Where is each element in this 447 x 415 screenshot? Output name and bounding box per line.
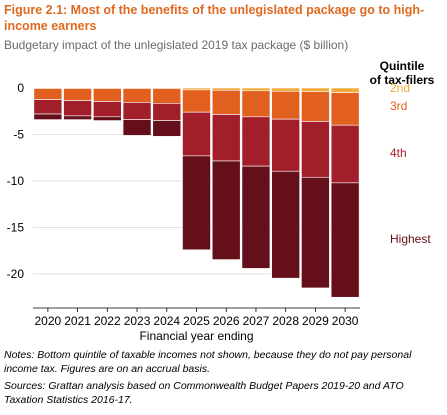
- x-axis-ticks: 2020 2021 2022 2023 2024 2025 2026 2027 2028 2029…: [35, 308, 359, 328]
- chart-sources: Sources: Grattan analysis based on Commo…: [4, 380, 404, 406]
- x-tick-label: 2021: [64, 314, 91, 328]
- y-tick-label: 0: [17, 81, 24, 95]
- bar-segment-3rd-2026: [211, 90, 241, 115]
- x-tick-label: 2029: [302, 314, 329, 328]
- bar-segment-4th-2029: [301, 121, 330, 178]
- bar-segment-4th-2030: [330, 124, 360, 184]
- bar-segment-highest-2029: [301, 176, 330, 289]
- x-tick-label: 2023: [124, 314, 151, 328]
- bar-segment-highest-2024: [152, 120, 182, 137]
- bar-segment-2nd-2026: [211, 87, 241, 91]
- bar-segment-4th-2023: [122, 102, 152, 120]
- bar-segment-3rd-2020: [33, 88, 63, 100]
- bar-segment-3rd-2025: [182, 89, 211, 113]
- bar-segment-highest-2022: [93, 116, 122, 121]
- bar-segment-2nd-2030: [330, 87, 360, 93]
- series-label-highest: Highest: [390, 232, 431, 246]
- bar-segment-4th-2022: [93, 101, 122, 118]
- x-tick-label: 2024: [153, 314, 180, 328]
- bar-segment-4th-2024: [152, 103, 182, 121]
- chart-title: Figure 2.1: Most of the benefits of the …: [4, 3, 425, 33]
- stacked-bar-chart: 0-5-10-15-20 2020 2021 2022 2023 2024 2025 202…: [7, 59, 435, 343]
- bar-segment-highest-2020: [33, 113, 63, 120]
- bar-segment-3rd-2028: [271, 90, 300, 120]
- bar-segment-3rd-2024: [152, 88, 182, 104]
- y-tick-label: -10: [7, 174, 25, 188]
- series-label-2nd: 2nd: [390, 81, 410, 95]
- series-label-4th: 4th: [390, 146, 407, 160]
- x-tick-label: 2026: [213, 314, 240, 328]
- x-tick-label: 2027: [243, 314, 270, 328]
- y-tick-label: -20: [7, 267, 25, 281]
- y-axis-ticks: 0 -5 -10 -15 -20: [7, 81, 25, 281]
- bar-segment-highest-2023: [122, 119, 152, 136]
- chart-notes: Notes: Bottom quintile of taxable income…: [4, 349, 412, 375]
- bar-segment-highest-2021: [63, 115, 92, 120]
- chart-subtitle: Budgetary impact of the unlegislated 201…: [4, 38, 349, 52]
- bar-segment-highest-2027: [241, 165, 271, 269]
- bar-segment-3rd-2029: [301, 91, 330, 122]
- x-tick-label: 2028: [272, 314, 299, 328]
- x-tick-label: 2022: [94, 314, 121, 328]
- bar-segment-4th-2026: [211, 114, 241, 162]
- x-axis-label: Financial year ending: [139, 329, 253, 343]
- bar-segment-highest-2025: [182, 155, 211, 251]
- bar-segment-2nd-2028: [271, 87, 300, 92]
- bar-segment-3rd-2030: [330, 92, 360, 126]
- bar-segment-4th-2020: [33, 99, 63, 115]
- bar-segment-2nd-2029: [301, 87, 330, 93]
- legend-title: of tax-filers: [370, 73, 435, 87]
- legend-title: Quintile: [380, 59, 425, 73]
- bar-segment-4th-2028: [271, 118, 300, 172]
- bar-segment-3rd-2027: [241, 90, 271, 118]
- bar-segment-4th-2025: [182, 111, 211, 157]
- series-label-3rd: 3rd: [390, 99, 407, 113]
- bar-segment-highest-2030: [330, 182, 360, 298]
- bar-segment-3rd-2021: [63, 88, 92, 101]
- bar-segment-2nd-2027: [241, 87, 271, 92]
- series-labels: 2nd 3rd 4th Highest: [390, 81, 431, 246]
- y-tick-label: -15: [7, 221, 25, 235]
- bar-segment-3rd-2022: [93, 88, 122, 102]
- bar-segment-4th-2021: [63, 100, 92, 117]
- y-tick-label: -5: [13, 128, 24, 142]
- x-tick-label: 2020: [35, 314, 62, 328]
- bar-segment-highest-2026: [211, 160, 241, 260]
- x-tick-label: 2030: [332, 314, 359, 328]
- bar-segment-highest-2028: [271, 170, 300, 279]
- x-tick-label: 2025: [183, 314, 210, 328]
- bar-segment-3rd-2023: [122, 88, 152, 103]
- bar-segment-4th-2027: [241, 116, 271, 167]
- bars: [33, 87, 360, 298]
